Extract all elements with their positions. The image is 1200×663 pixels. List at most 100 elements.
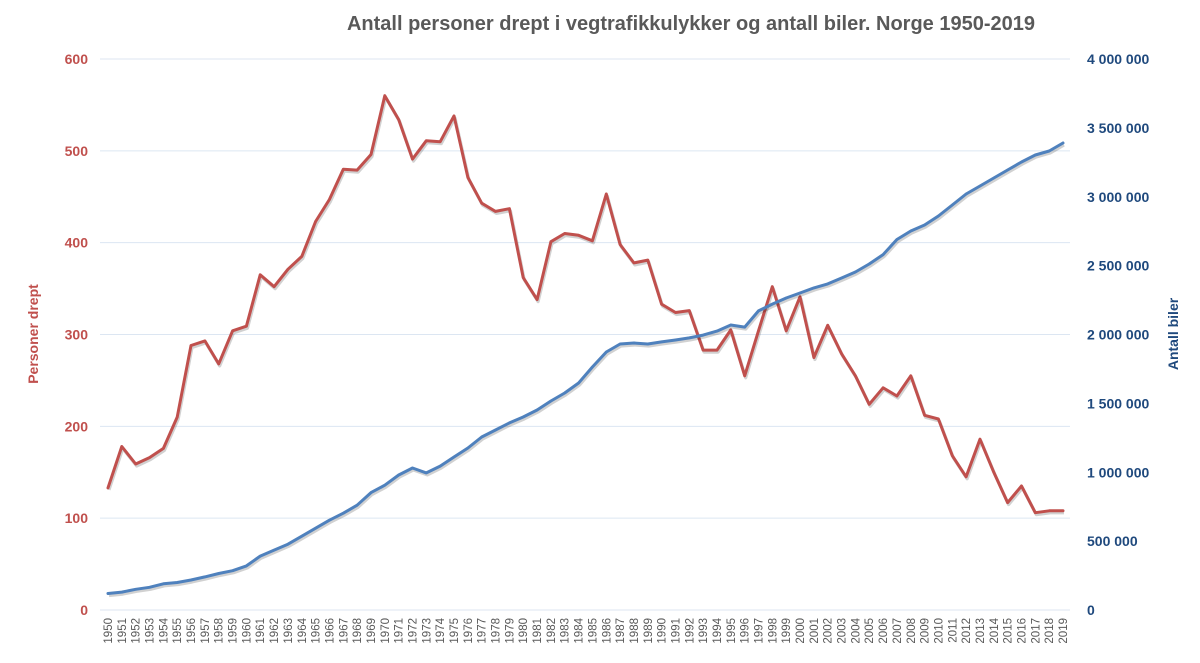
data-point <box>577 381 580 385</box>
x-tick-label: 1969 <box>366 618 378 644</box>
data-point <box>300 255 303 258</box>
series-antall-biler <box>106 141 1065 598</box>
data-point <box>729 323 732 327</box>
x-tick-label: 1975 <box>449 618 461 644</box>
x-tick-label: 1954 <box>158 617 170 643</box>
data-point <box>466 176 470 179</box>
data-point <box>439 140 442 143</box>
series-line <box>106 141 1065 595</box>
data-point <box>937 214 940 218</box>
data-point <box>203 575 207 579</box>
data-point <box>535 298 539 301</box>
data-point <box>937 417 940 421</box>
data-point <box>854 270 857 274</box>
data-point <box>923 414 926 417</box>
data-point <box>881 253 885 256</box>
x-tick-label: 1979 <box>504 618 516 644</box>
data-point <box>895 238 899 241</box>
x-tick-label: 1966 <box>324 618 336 644</box>
x-tick-label: 1972 <box>407 618 419 644</box>
right-tick-label: 4 000 000 <box>1087 51 1149 67</box>
data-point <box>605 350 608 354</box>
x-tick-label: 2014 <box>989 617 1001 643</box>
data-point <box>840 352 843 355</box>
x-tick-label: 1981 <box>532 618 544 644</box>
data-point <box>411 466 414 470</box>
data-point <box>176 581 179 584</box>
x-tick-label: 2006 <box>878 618 890 644</box>
data-point <box>134 588 137 591</box>
data-point <box>148 586 151 589</box>
data-point <box>466 446 470 450</box>
data-point <box>605 192 608 196</box>
x-tick-label: 2013 <box>975 618 987 644</box>
data-point <box>1034 153 1037 157</box>
data-point <box>369 491 373 494</box>
data-point <box>826 282 829 286</box>
data-point <box>715 348 719 352</box>
data-point <box>868 262 871 266</box>
x-tick-label: 1996 <box>740 618 752 644</box>
data-point <box>245 564 248 568</box>
x-tick-label: 1991 <box>670 618 682 644</box>
data-point <box>798 295 802 298</box>
x-tick-label: 1986 <box>601 618 613 644</box>
data-point <box>425 471 428 475</box>
data-point <box>757 329 760 332</box>
data-point <box>951 454 954 457</box>
x-tick-label: 2005 <box>864 618 876 644</box>
left-tick-label: 300 <box>65 327 89 343</box>
data-point <box>951 203 954 207</box>
data-point <box>701 333 705 337</box>
x-tick-label: 2008 <box>906 618 918 644</box>
x-tick-label: 1999 <box>781 618 793 644</box>
x-tick-label: 1958 <box>214 618 226 644</box>
data-point <box>688 336 691 340</box>
x-tick-label: 1963 <box>283 618 295 644</box>
data-point <box>383 484 386 487</box>
data-point <box>812 356 816 359</box>
data-point <box>522 276 525 279</box>
x-tick-label: 1976 <box>463 618 475 644</box>
x-tick-label: 2009 <box>920 618 932 644</box>
data-point <box>355 504 359 507</box>
x-tick-label: 1982 <box>546 618 558 644</box>
x-tick-label: 1965 <box>311 618 323 644</box>
right-tick-label: 2 500 000 <box>1087 258 1149 274</box>
data-point <box>259 554 262 558</box>
data-point <box>314 220 317 223</box>
data-point <box>480 435 483 439</box>
x-tick-label: 1964 <box>297 617 309 643</box>
x-axis: 1950 1951 1952 1953 1954 1955 1956 1957 1958 1959… <box>103 617 1070 643</box>
right-axis-label: Antall biler <box>1165 297 1181 370</box>
data-point <box>646 258 649 262</box>
data-point <box>328 198 331 201</box>
data-point <box>369 153 373 156</box>
data-point <box>964 192 968 196</box>
x-tick-label: 2019 <box>1058 618 1070 644</box>
x-tick-label: 1998 <box>767 618 779 644</box>
data-point <box>1006 168 1009 172</box>
data-point <box>134 462 137 466</box>
x-tick-label: 1953 <box>145 618 157 644</box>
data-point <box>577 234 580 237</box>
data-point <box>176 415 179 419</box>
x-tick-label: 1977 <box>477 618 489 644</box>
left-tick-label: 600 <box>65 51 89 67</box>
x-tick-label: 1989 <box>643 618 655 644</box>
data-point <box>300 535 303 538</box>
x-tick-label: 1994 <box>712 617 724 643</box>
data-point <box>259 273 262 276</box>
data-point <box>120 445 124 448</box>
x-tick-label: 2001 <box>809 618 821 644</box>
data-point <box>591 365 594 369</box>
data-point <box>785 329 788 332</box>
data-point <box>549 240 553 243</box>
series-layer <box>106 94 1065 598</box>
data-point <box>411 157 414 161</box>
left-tick-label: 500 <box>65 143 89 159</box>
data-point <box>217 572 220 575</box>
x-tick-label: 1978 <box>491 618 503 644</box>
data-point <box>383 94 386 97</box>
data-point <box>978 438 982 441</box>
